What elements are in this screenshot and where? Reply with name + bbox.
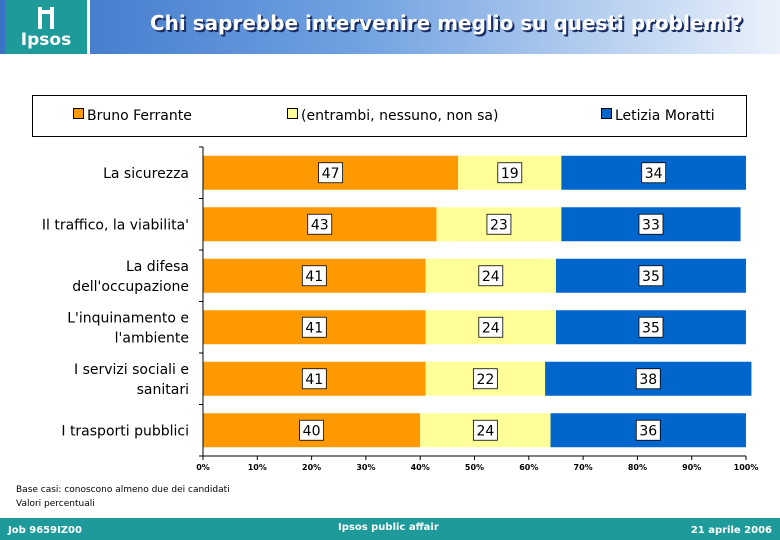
legend-item-neutral: (entrambi, nessuno, non sa) [287, 108, 498, 124]
x-tick-label: 10% [248, 463, 267, 472]
category-label: La difesa [126, 259, 189, 275]
data-label: 38 [639, 372, 657, 388]
legend-swatch-ferrante [73, 108, 84, 119]
data-label: 35 [642, 320, 660, 336]
job-code: Job 9659IZ00 [8, 525, 82, 536]
data-label-box [478, 265, 504, 287]
data-label: 35 [642, 269, 660, 285]
category-label: Il traffico, la viabilita' [42, 217, 189, 233]
data-label-box [307, 213, 333, 235]
data-label-box [497, 162, 523, 184]
footer-company: Ipsos public affair [338, 522, 439, 533]
legend-swatch-neutral [287, 108, 298, 119]
category-label: I servizi sociali e [74, 362, 189, 378]
ipsos-logo: Ipsos [5, 0, 90, 54]
chart-legend: Bruno Ferrante (entrambi, nessuno, non s… [32, 95, 747, 137]
legend-label-moratti: Letizia Moratti [615, 108, 715, 124]
data-label: 24 [476, 423, 494, 439]
category-label: l'ambiente [115, 330, 189, 346]
legend-label-neutral: (entrambi, nessuno, non sa) [301, 108, 499, 124]
legend-swatch-moratti [601, 108, 612, 119]
base-note: Base casi: conoscono almeno due dei cand… [16, 485, 230, 495]
x-tick-label: 0% [196, 463, 210, 472]
data-label: 24 [482, 320, 500, 336]
x-tick-label: 60% [519, 463, 538, 472]
data-label-box [301, 265, 327, 287]
data-label-box [635, 368, 661, 390]
x-tick-label: 50% [465, 463, 484, 472]
x-tick-label: 30% [356, 463, 375, 472]
data-label-box [635, 419, 661, 441]
data-label-box [478, 316, 504, 338]
footer-bar: Job 9659IZ00 Ipsos public affair 21 apri… [0, 518, 780, 540]
data-label-box [301, 316, 327, 338]
data-label-box [301, 368, 327, 390]
data-label: 47 [322, 166, 340, 182]
header-bar: Ipsos Chi saprebbe intervenire meglio su… [0, 0, 780, 54]
category-label: sanitari [137, 382, 189, 398]
data-label: 41 [305, 320, 323, 336]
legend-label-ferrante: Bruno Ferrante [87, 108, 192, 124]
stacked-bar-chart: 47 19 34 La sicurezza 43 23 33 Il traffico, la … [42, 146, 759, 472]
footnotes: Base casi: conoscono almeno due dei cand… [16, 483, 230, 511]
data-label-box [486, 213, 512, 235]
data-label-box [472, 368, 498, 390]
values-note: Valori percentuali [16, 499, 95, 509]
data-label: 22 [476, 372, 494, 388]
data-label-box [299, 419, 325, 441]
data-label: 41 [305, 269, 323, 285]
data-label: 43 [311, 217, 329, 233]
data-label-box [472, 419, 498, 441]
data-label-box [318, 162, 344, 184]
data-label-box [638, 213, 664, 235]
data-label-box [641, 162, 667, 184]
category-label: I trasporti pubblici [61, 423, 189, 439]
data-label: 41 [305, 372, 323, 388]
x-tick-label: 70% [574, 463, 593, 472]
legend-item-moratti: Letizia Moratti [601, 108, 715, 124]
footer-date: 21 aprile 2006 [690, 525, 772, 536]
data-label-box [638, 265, 664, 287]
x-tick-label: 40% [411, 463, 430, 472]
category-label: L'inquinamento e [67, 310, 189, 326]
data-label: 33 [642, 217, 660, 233]
data-label: 19 [501, 166, 519, 182]
data-label-box [638, 316, 664, 338]
x-tick-label: 20% [302, 463, 321, 472]
logo-text: Ipsos [20, 30, 72, 50]
data-label: 24 [482, 269, 500, 285]
data-label: 40 [303, 423, 321, 439]
x-tick-label: 100% [734, 463, 759, 472]
tower-icon [38, 7, 54, 29]
category-label: La sicurezza [103, 166, 189, 182]
category-label: dell'occupazione [72, 279, 189, 295]
data-label: 36 [639, 423, 657, 439]
data-label: 34 [645, 166, 663, 182]
x-tick-label: 90% [682, 463, 701, 472]
x-tick-label: 80% [628, 463, 647, 472]
legend-item-ferrante: Bruno Ferrante [73, 108, 192, 124]
page-title: Chi saprebbe intervenire meglio su quest… [150, 11, 743, 35]
data-label: 23 [490, 217, 508, 233]
